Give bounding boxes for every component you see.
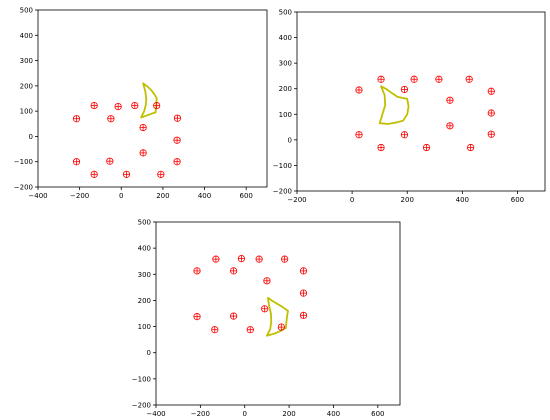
y-tick-label: 0 [29, 133, 33, 141]
data-point-marker [261, 305, 269, 313]
y-tick-label: −100 [14, 158, 33, 166]
data-point-marker [446, 122, 454, 130]
data-point-marker [466, 143, 475, 152]
data-point-marker [400, 131, 409, 139]
data-point-marker [139, 149, 147, 157]
yellow-shape-outline [265, 296, 289, 337]
x-tick-label: 0 [242, 410, 246, 418]
data-point-marker [355, 131, 363, 139]
y-tick-label: 400 [138, 245, 151, 253]
data-point-marker [255, 255, 263, 263]
data-point-marker [211, 326, 219, 334]
x-tick-label: −200 [70, 192, 89, 200]
scatter-panel-top-right: −200 0 200 400 600 −200 −100 0 100 200 300 400 500 [273, 9, 546, 204]
x-tick-label: 400 [456, 196, 469, 204]
y-tick-label: 200 [138, 297, 151, 305]
x-tick-label: −200 [287, 196, 306, 204]
y-tick-label: 200 [20, 82, 33, 90]
data-point-marker [377, 143, 385, 152]
y-tick-label: 300 [20, 57, 33, 65]
data-point-marker [435, 75, 443, 83]
data-point-marker [173, 158, 181, 166]
plot-frame [296, 11, 546, 192]
data-point-marker [277, 323, 285, 331]
data-point-marker [410, 75, 418, 83]
data-point-marker [139, 123, 147, 132]
data-point-marker [230, 267, 238, 275]
y-tick-label: −200 [132, 402, 151, 410]
data-point-marker [173, 136, 181, 144]
x-tick-label: 600 [371, 410, 384, 418]
y-tick-label: 400 [279, 34, 292, 42]
x-tick-label: 0 [119, 192, 123, 200]
data-point-marker [212, 255, 220, 263]
data-point-marker [157, 170, 165, 178]
data-point-marker [299, 267, 308, 275]
data-point-marker [281, 255, 289, 263]
x-tick-label: 400 [327, 410, 340, 418]
data-point-marker [263, 277, 271, 285]
y-tick-label: 300 [138, 271, 151, 279]
data-point-marker [173, 114, 182, 122]
data-point-marker [299, 311, 308, 319]
y-tick-label: 0 [288, 136, 292, 144]
data-point-marker [193, 267, 201, 275]
y-tick-label: 0 [147, 349, 151, 357]
data-point-marker [114, 102, 122, 111]
data-point-marker [72, 158, 81, 166]
plot-frame [155, 221, 401, 406]
y-tick-label: 200 [279, 85, 292, 93]
y-tick-label: 100 [20, 108, 33, 116]
data-point-marker [299, 289, 308, 297]
y-tick-label: −100 [132, 375, 151, 383]
y-tick-label: 300 [279, 60, 292, 68]
x-tick-label: −400 [146, 410, 165, 418]
y-tick-label: −200 [14, 184, 33, 192]
data-point-marker [193, 313, 201, 321]
data-point-marker [400, 85, 409, 94]
plot-frame [37, 9, 268, 188]
data-point-marker [465, 75, 473, 83]
data-point-marker [487, 109, 495, 117]
data-point-marker [106, 157, 114, 165]
x-tick-label: 0 [350, 196, 354, 204]
yellow-shape-outline [140, 82, 158, 119]
data-point-marker [107, 115, 115, 123]
data-point-marker [487, 87, 495, 95]
x-tick-label: 200 [282, 410, 295, 418]
data-point-marker [122, 170, 131, 178]
data-point-marker [90, 170, 98, 178]
data-point-marker [487, 130, 495, 138]
data-point-marker [355, 86, 363, 94]
x-tick-label: 200 [156, 192, 169, 200]
data-point-marker [246, 326, 254, 334]
x-tick-label: 400 [198, 192, 211, 200]
y-tick-label: 100 [138, 323, 151, 331]
data-point-marker [153, 101, 161, 110]
data-point-marker [230, 312, 238, 320]
y-tick-label: 100 [279, 111, 292, 119]
x-tick-label: −400 [28, 192, 47, 200]
x-tick-label: 600 [239, 192, 252, 200]
data-point-marker [446, 96, 454, 104]
y-tick-label: 500 [138, 219, 151, 227]
data-point-marker [377, 75, 385, 83]
yellow-shape-outline [378, 85, 410, 125]
data-point-marker [72, 115, 81, 123]
y-tick-label: 500 [279, 9, 292, 17]
y-tick-label: −200 [273, 188, 292, 196]
x-tick-label: 600 [511, 196, 524, 204]
scatter-panel-top-left: −400 −200 0 200 400 600−200−10001002003004005… [14, 7, 268, 200]
data-point-marker [90, 101, 98, 110]
y-tick-label: −100 [273, 162, 292, 170]
data-point-marker [131, 101, 139, 110]
y-tick-label: 500 [20, 7, 33, 15]
data-point-marker [422, 143, 431, 152]
data-point-marker [237, 255, 245, 263]
y-tick-label: 400 [20, 32, 33, 40]
x-tick-label: −200 [191, 410, 210, 418]
x-tick-label: 200 [401, 196, 414, 204]
